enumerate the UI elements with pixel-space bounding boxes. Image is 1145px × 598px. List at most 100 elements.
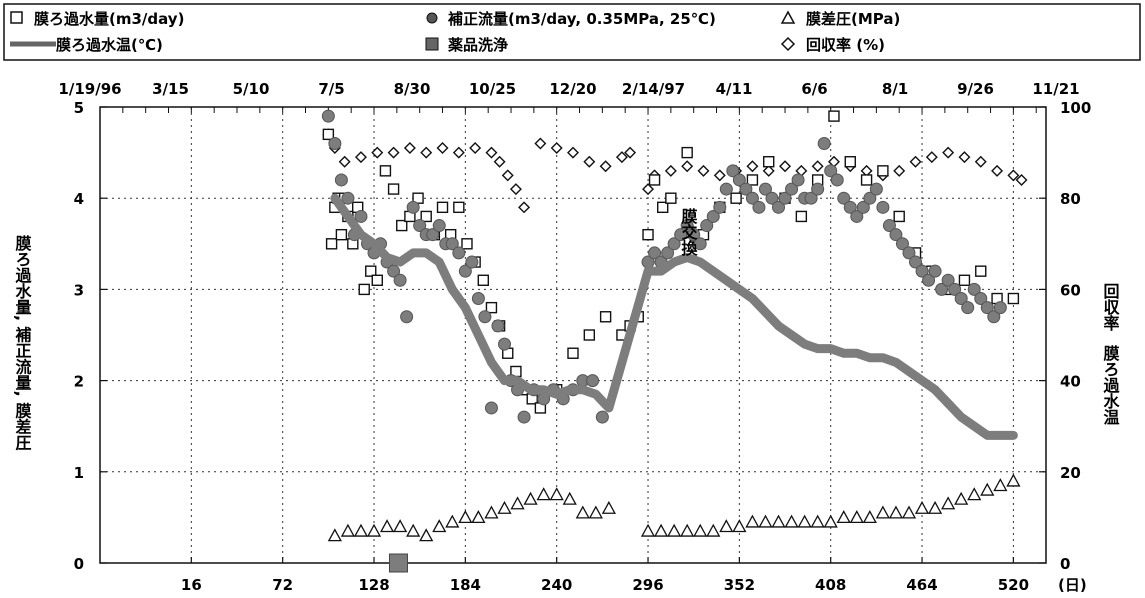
permeate-flow-point	[746, 174, 759, 186]
recovery-point	[420, 146, 433, 159]
x-tick-label: 128	[358, 576, 389, 594]
recovery-point	[501, 169, 514, 182]
y-axis-right-title-recovery: 回収率	[1101, 283, 1120, 332]
recovery-point	[1015, 173, 1028, 186]
corrected-flow-point	[491, 319, 505, 333]
permeate-flow-point	[795, 210, 808, 223]
series-filled-square	[388, 553, 408, 573]
corrected-flow-point	[974, 292, 988, 306]
tmp-point	[771, 514, 786, 528]
tmp-point	[849, 510, 864, 524]
top-tick-label: 8/1	[882, 80, 908, 98]
legend-filled-square-icon	[425, 37, 439, 51]
recovery-point	[599, 160, 612, 173]
corrected-flow-point	[726, 164, 740, 178]
recovery-point	[371, 146, 384, 159]
recovery-point	[583, 155, 596, 168]
corrected-flow-point	[954, 292, 968, 306]
corrected-flow-point	[772, 200, 786, 214]
corrected-flow-point	[693, 237, 707, 251]
y-axis-left: 0 1 2 3 4 5	[74, 99, 107, 573]
permeate-flow-point	[396, 219, 408, 232]
legend-label-chem-clean: 薬品洗浄	[447, 36, 508, 54]
corrected-flow-point	[967, 282, 981, 296]
permeate-flow-point	[648, 174, 661, 186]
recovery-point	[452, 146, 465, 159]
legend-label-water-temp: 膜ろ過水温(℃)	[56, 36, 163, 54]
recovery-point	[779, 160, 792, 173]
tmp-point	[406, 523, 421, 537]
y-right-tick-label: 100	[1060, 99, 1091, 117]
top-tick-label: 4/11	[716, 80, 753, 98]
tmp-point	[667, 523, 682, 537]
corrected-flow-point	[497, 337, 511, 351]
tmp-point	[484, 505, 499, 519]
y-left-tick-label: 3	[74, 281, 84, 299]
recovery-point	[354, 151, 367, 164]
corrected-flow-point	[432, 219, 446, 233]
recovery-point	[436, 142, 449, 155]
x-tick-label: 72	[272, 576, 293, 594]
corrected-flow-point	[804, 191, 818, 205]
tmp-point	[419, 528, 434, 542]
legend-diamond-icon	[780, 36, 796, 52]
corrected-flow-point	[595, 410, 609, 424]
legend-frame	[3, 3, 1141, 61]
corrected-flow-point	[922, 273, 936, 287]
corrected-flow-point	[413, 219, 427, 233]
permeate-flow-point	[322, 128, 335, 141]
permeate-flow-point	[828, 110, 840, 122]
recovery-point	[469, 142, 482, 155]
y-right-tick-label: 80	[1060, 190, 1081, 208]
corrected-flow-point	[817, 136, 831, 150]
top-tick-label: 9/26	[957, 80, 994, 98]
tmp-point	[758, 514, 773, 528]
corrected-flow-point	[478, 310, 492, 324]
series-triangle	[327, 473, 1021, 542]
tmp-point	[927, 500, 943, 514]
corrected-flow-point	[745, 191, 759, 205]
top-axis: 1/19/96 3/15 5/10 7/5 8/30 10/25 12/20 2/14/97 4…	[58, 80, 1080, 113]
corrected-flow-point	[341, 191, 355, 205]
legend-triangle-icon	[780, 10, 796, 24]
tmp-point	[366, 523, 382, 537]
tmp-point	[327, 528, 342, 542]
series-line	[330, 193, 1018, 440]
corrected-flow-point	[843, 200, 857, 214]
y-axis-right: 0 20 40 60 80 100	[1039, 99, 1091, 573]
corrected-flow-point	[850, 209, 864, 223]
x-tick-label: 240	[541, 576, 572, 594]
corrected-flow-point	[387, 264, 401, 278]
recovery-point	[493, 155, 506, 168]
tmp-point	[680, 523, 695, 537]
recovery-point	[974, 155, 987, 168]
tmp-point	[379, 519, 395, 533]
corrected-flow-point	[452, 246, 466, 260]
permeate-flow-point	[642, 228, 654, 241]
permeate-flow-point	[335, 228, 348, 241]
tmp-point	[888, 505, 904, 519]
corrected-flow-point	[354, 209, 368, 223]
corrected-flow-point	[334, 173, 348, 187]
tmp-point	[588, 505, 603, 519]
corrected-flow-point	[778, 191, 792, 205]
permeate-flow-point	[681, 146, 693, 159]
corrected-flow-point	[765, 191, 779, 205]
permeate-flow-point	[453, 201, 465, 214]
tmp-point	[340, 523, 356, 537]
corrected-flow-point	[980, 301, 994, 315]
corrected-flow-point	[586, 374, 600, 388]
permeate-flow-point	[387, 183, 400, 195]
tmp-point	[823, 514, 838, 528]
y-left-tick-label: 4	[74, 190, 84, 208]
y-right-tick-label: 20	[1060, 464, 1081, 482]
tmp-point	[693, 523, 708, 537]
y-right-tick-label: 0	[1060, 555, 1070, 573]
top-tick-label: 1/19/96	[58, 80, 121, 98]
permeate-flow-point	[860, 174, 873, 186]
corrected-flow-point	[700, 219, 714, 233]
y-right-tick-label: 40	[1060, 373, 1081, 391]
corrected-flow-point	[902, 246, 916, 260]
x-tick-label: 16	[181, 576, 202, 594]
